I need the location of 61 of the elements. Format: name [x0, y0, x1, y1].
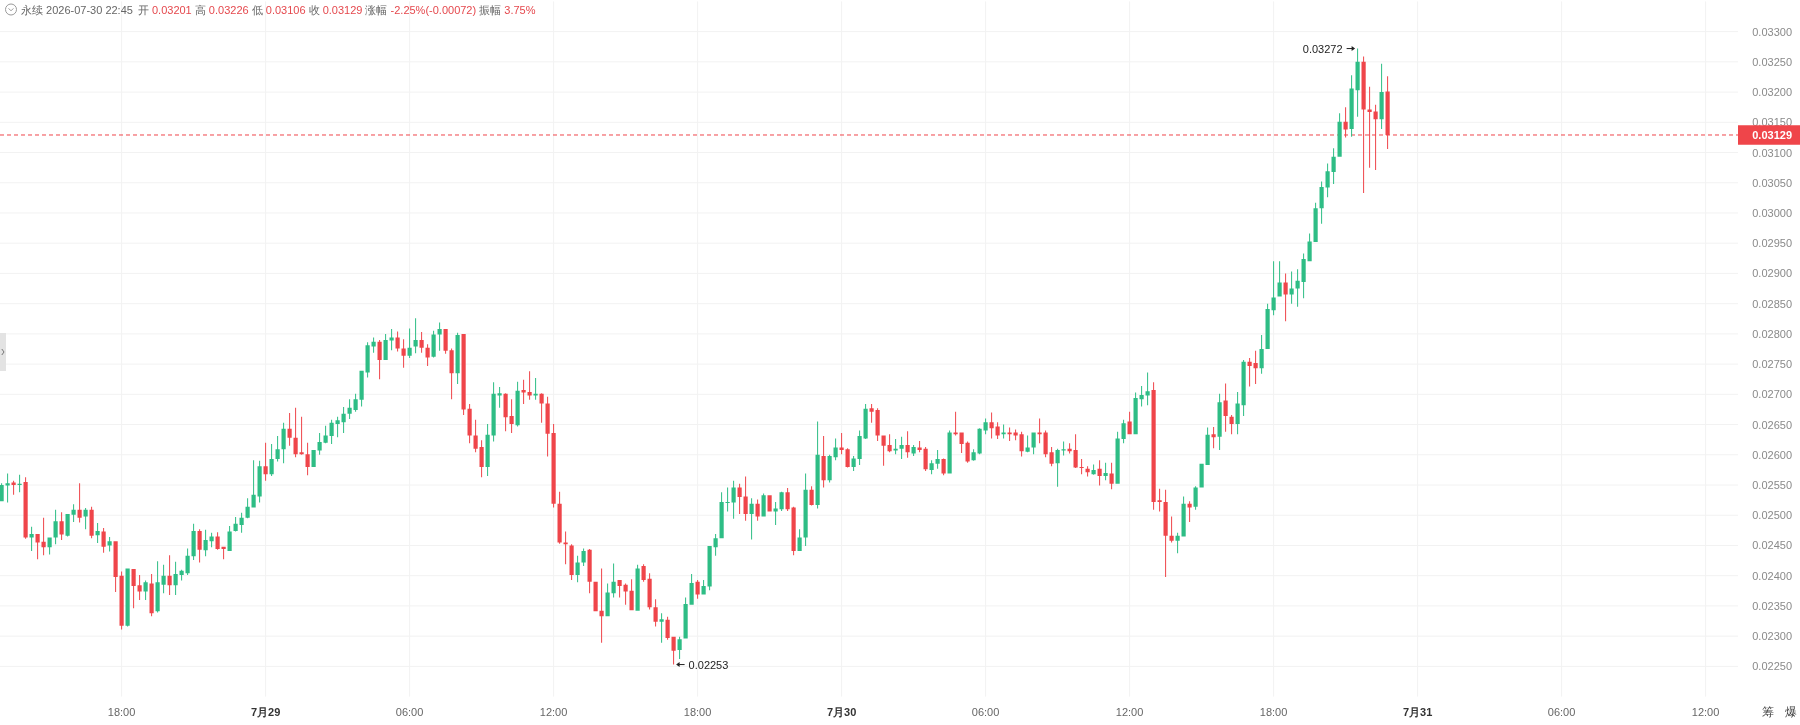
text: 爆: [1785, 705, 1797, 719]
candlestick: [533, 378, 538, 400]
y-tick-label: 0.03200: [1752, 86, 1792, 99]
x-tick-label: 18:00: [107, 706, 136, 718]
y-tick-label: 0.02500: [1752, 509, 1792, 522]
candlestick: [527, 371, 532, 400]
candlestick: [599, 568, 604, 643]
candlestick: [1157, 488, 1162, 512]
y-tick-label: 0.03300: [1752, 25, 1792, 38]
candlestick: [1037, 418, 1042, 444]
annotation: 0.02253: [688, 658, 729, 671]
y-tick-label: 0.03250: [1752, 55, 1792, 68]
candlestick: [1145, 372, 1150, 406]
x-tick-label: 18:00: [683, 706, 712, 718]
x-tick-label: 06:00: [971, 706, 1000, 718]
candlestick: [401, 339, 406, 368]
x-tick-label: 12:00: [539, 706, 568, 718]
x-tick-label: 06:00: [395, 706, 424, 718]
x-tick-label: 7月29: [250, 706, 281, 718]
x-tick-label: 12:00: [1115, 706, 1144, 718]
candlestick: [29, 526, 34, 551]
candlestick: [521, 379, 526, 405]
ref-line-label: 0.03129: [1752, 129, 1792, 141]
y-tick-label: 0.02550: [1752, 479, 1792, 492]
y-tick-label: 0.02850: [1752, 297, 1792, 310]
y-tick-label: 0.02750: [1752, 358, 1792, 371]
y-tick-label: 0.02650: [1752, 418, 1792, 431]
x-tick-label: 12:00: [1691, 706, 1720, 718]
candlestick: [953, 411, 958, 436]
candlestick: [1007, 427, 1012, 441]
chart-title: 永续 2026-07-30 22:45: [21, 3, 133, 16]
y-tick-label: 0.02900: [1752, 267, 1792, 280]
candlestick: [497, 387, 502, 408]
x-tick-label: 7月31: [1402, 706, 1433, 718]
text: 开 0.03201 高 0.03226 低 0.03106 收 0.03129 涨幅 -2.25%(-0.00072) 振幅 3.75%: [137, 3, 536, 16]
candlestick: [869, 404, 874, 423]
y-tick-label: 0.02700: [1752, 388, 1792, 401]
y-tick-label: 0.02300: [1752, 630, 1792, 643]
y-tick-label: 0.02600: [1752, 448, 1792, 461]
candlestick: [299, 416, 304, 455]
y-tick-label: 0.02800: [1752, 327, 1792, 340]
y-tick-label: 0.02950: [1752, 237, 1792, 250]
candlestick: [1079, 459, 1084, 475]
text: 筹: [1762, 705, 1774, 719]
y-tick-label: 0.03100: [1752, 146, 1792, 159]
annotation: 0.03272: [1302, 42, 1343, 55]
candlestick: [563, 531, 568, 565]
x-tick-label: 18:00: [1259, 706, 1288, 718]
candlestick: [659, 613, 664, 643]
y-tick-label: 0.02350: [1752, 599, 1792, 612]
x-tick-label: 06:00: [1547, 706, 1576, 718]
y-tick-label: 0.02450: [1752, 539, 1792, 552]
y-tick-label: 0.03000: [1752, 206, 1792, 219]
candlestick: [893, 439, 898, 455]
y-tick-label: 0.02400: [1752, 569, 1792, 582]
y-tick-label: 0.02250: [1752, 660, 1792, 673]
y-tick-label: 0.03050: [1752, 176, 1792, 189]
candlestick: [725, 487, 730, 512]
candlestick: [5, 473, 10, 503]
candlestick: [1061, 441, 1066, 456]
x-tick-label: 7月30: [826, 706, 857, 718]
